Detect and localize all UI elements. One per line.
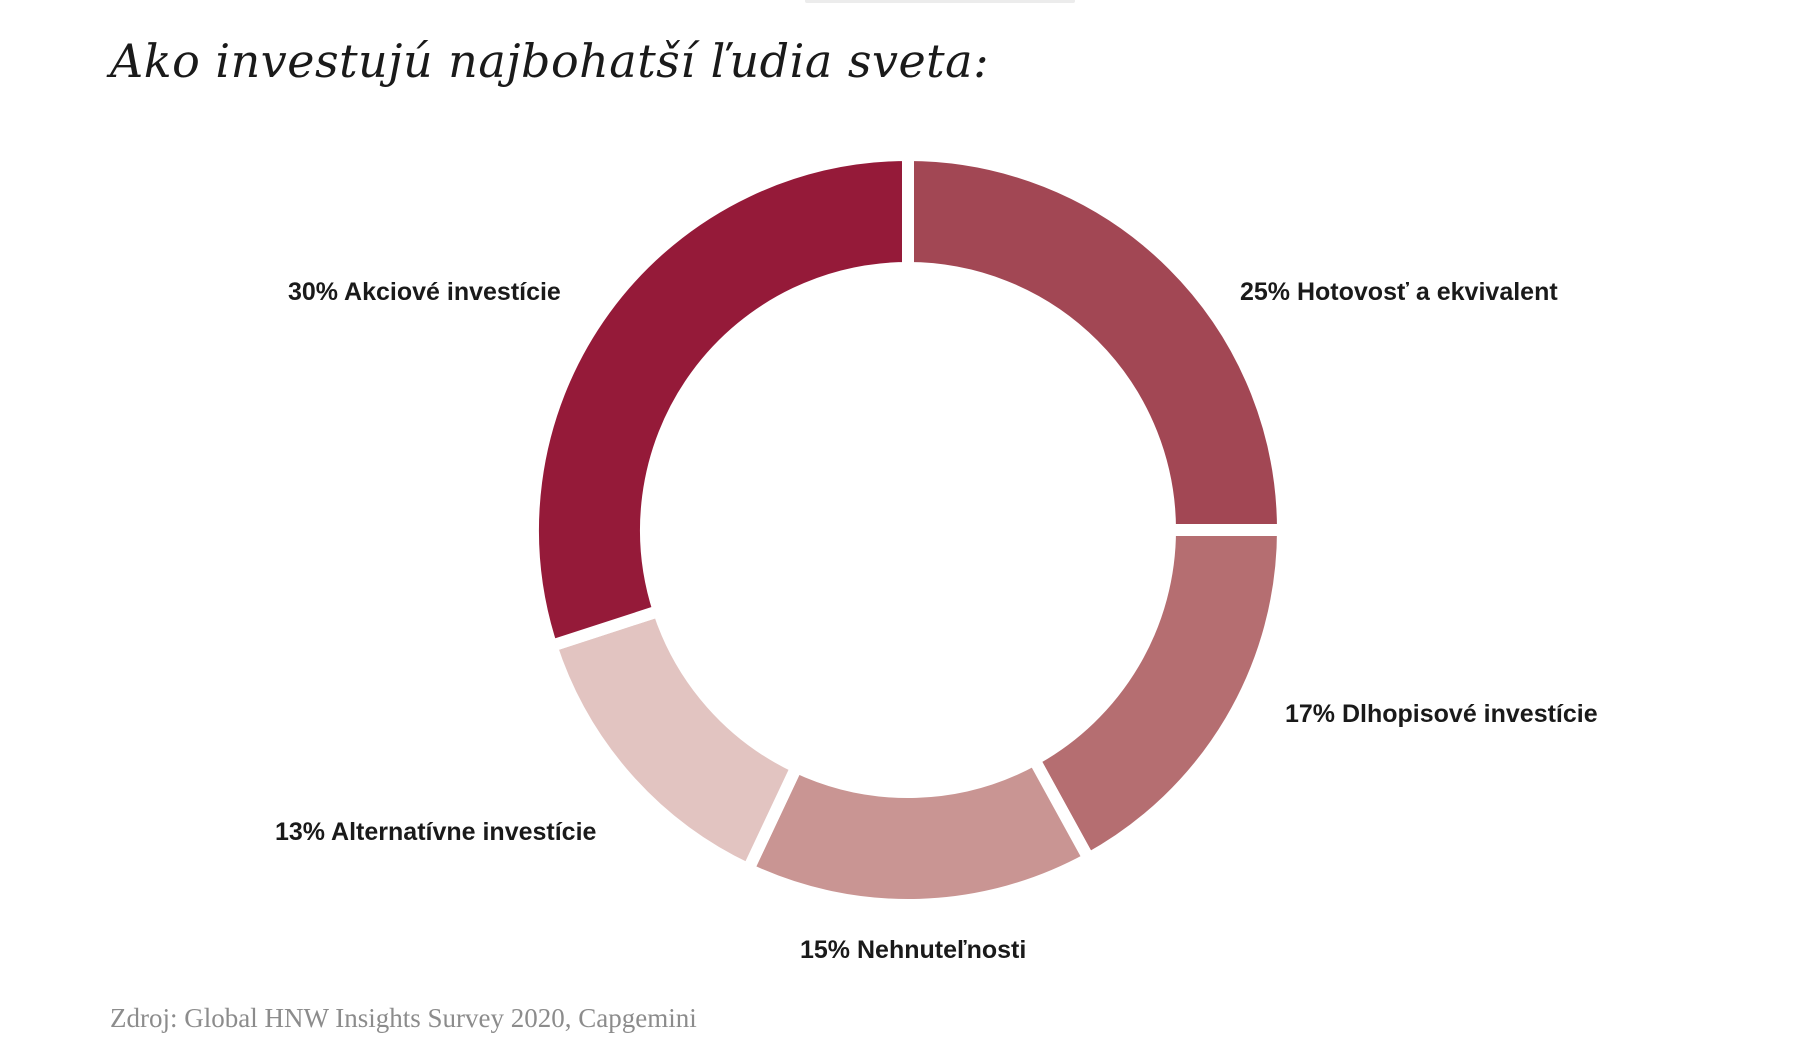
top-divider — [805, 0, 1075, 3]
source-note: Zdroj: Global HNW Insights Survey 2020, … — [110, 1003, 697, 1033]
slice-hotovost — [902, 148, 1290, 536]
slice-akciove — [527, 148, 914, 654]
slice-dlhopisove — [1026, 524, 1290, 867]
slice-akciove-label: 30% Akciové investície — [288, 278, 561, 306]
slice-alternativne-label: 13% Alternatívne investície — [275, 818, 597, 846]
slice-dlhopisove-label: 17% Dlhopisové investície — [1285, 700, 1598, 728]
slice-hotovost-label: 25% Hotovosť a ekvivalent — [1240, 278, 1558, 306]
slice-nehnutelnosti-label: 15% Nehnuteľnosti — [800, 936, 1026, 964]
donut-chart: 30% Akciové investície 25% Hotovosť a ekv… — [275, 148, 1598, 964]
chart-title: Ako investujú najbohatší ľudia sveta: — [110, 34, 990, 88]
slice-nehnutelnosti — [740, 751, 1097, 911]
